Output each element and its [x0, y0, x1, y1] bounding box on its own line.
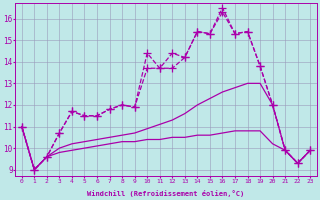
X-axis label: Windchill (Refroidissement éolien,°C): Windchill (Refroidissement éolien,°C) [87, 190, 244, 197]
